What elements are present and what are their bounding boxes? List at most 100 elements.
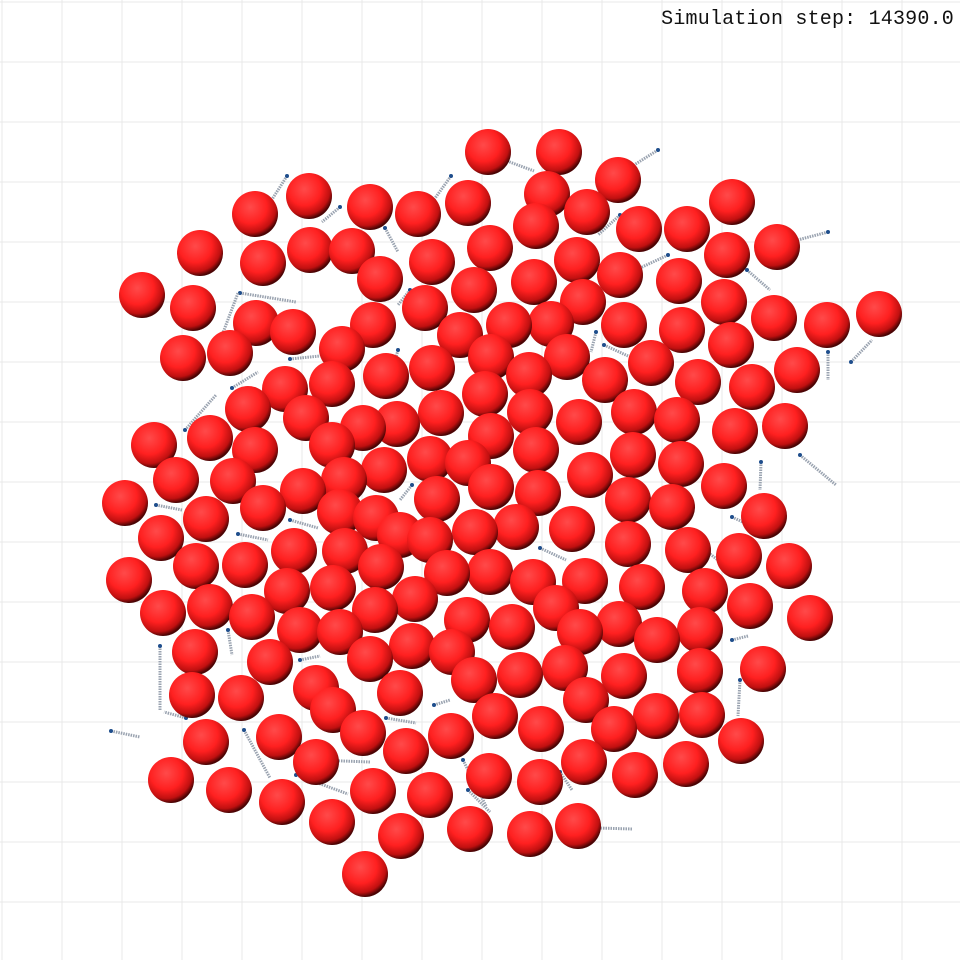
red-sphere xyxy=(751,295,797,341)
red-sphere xyxy=(467,549,513,595)
tether-chain xyxy=(269,175,289,202)
red-sphere xyxy=(173,543,219,589)
red-sphere xyxy=(601,653,647,699)
red-sphere xyxy=(378,813,424,859)
red-sphere xyxy=(497,652,543,698)
red-sphere xyxy=(229,594,275,640)
tether-chain xyxy=(736,679,742,717)
red-sphere xyxy=(402,285,448,331)
red-sphere xyxy=(493,504,539,550)
red-sphere xyxy=(256,714,302,760)
red-sphere xyxy=(766,543,812,589)
red-sphere xyxy=(183,496,229,542)
tether-chain xyxy=(231,370,259,390)
red-sphere xyxy=(675,359,721,405)
red-sphere xyxy=(462,371,508,417)
red-sphere xyxy=(611,389,657,435)
red-sphere xyxy=(762,403,808,449)
particle-layer xyxy=(102,129,902,897)
red-sphere xyxy=(206,767,252,813)
red-sphere xyxy=(407,436,453,482)
red-sphere xyxy=(240,240,286,286)
red-sphere xyxy=(513,427,559,473)
tether-anchor xyxy=(396,348,400,352)
tether-chain xyxy=(216,292,240,347)
red-sphere xyxy=(347,636,393,682)
tether-chain xyxy=(589,331,598,353)
red-sphere xyxy=(597,252,643,298)
tether-anchor xyxy=(288,518,292,522)
red-sphere xyxy=(447,806,493,852)
red-sphere xyxy=(183,719,229,765)
tether-anchor xyxy=(298,658,302,662)
tether-anchor xyxy=(226,628,230,632)
red-sphere xyxy=(665,527,711,573)
red-sphere xyxy=(518,706,564,752)
tether-anchor xyxy=(602,343,606,347)
red-sphere xyxy=(350,768,396,814)
red-sphere xyxy=(317,489,363,535)
tether-anchor xyxy=(798,453,802,457)
red-sphere xyxy=(663,741,709,787)
red-sphere xyxy=(395,191,441,237)
red-sphere xyxy=(701,463,747,509)
tether-anchor xyxy=(745,268,749,272)
tether-chain xyxy=(603,343,629,358)
red-sphere xyxy=(468,334,514,380)
red-sphere xyxy=(452,509,498,555)
red-sphere xyxy=(677,607,723,653)
tether-chain xyxy=(539,546,567,562)
red-sphere xyxy=(555,803,601,849)
tether-chain xyxy=(321,205,341,224)
red-sphere xyxy=(271,528,317,574)
red-sphere xyxy=(102,480,148,526)
red-sphere xyxy=(729,364,775,410)
tether-chain xyxy=(639,253,669,270)
red-sphere xyxy=(856,291,902,337)
red-sphere xyxy=(628,340,674,386)
tether-chain xyxy=(299,654,321,662)
tether-chain xyxy=(396,289,412,306)
red-sphere xyxy=(347,184,393,230)
red-sphere xyxy=(160,335,206,381)
tether-anchor xyxy=(242,728,246,732)
red-sphere xyxy=(153,457,199,503)
red-sphere xyxy=(619,564,665,610)
red-sphere xyxy=(465,129,511,175)
red-sphere xyxy=(414,476,460,522)
tether-chain xyxy=(163,710,187,720)
red-sphere xyxy=(556,399,602,445)
red-sphere xyxy=(563,677,609,723)
red-sphere xyxy=(277,607,323,653)
red-sphere xyxy=(658,441,704,487)
tether-anchor xyxy=(410,483,414,487)
red-sphere xyxy=(418,390,464,436)
red-sphere xyxy=(774,347,820,393)
red-sphere xyxy=(727,583,773,629)
red-sphere xyxy=(612,752,658,798)
tether-chain xyxy=(431,175,453,202)
red-sphere xyxy=(467,225,513,271)
red-sphere xyxy=(319,326,365,372)
tether-chain xyxy=(385,716,417,725)
red-sphere xyxy=(119,272,165,318)
red-sphere xyxy=(596,601,642,647)
tether-chain xyxy=(746,268,771,292)
tether-anchor xyxy=(285,174,289,178)
tether-anchor xyxy=(384,716,388,720)
red-sphere xyxy=(709,179,755,225)
red-sphere xyxy=(140,590,186,636)
red-sphere xyxy=(392,576,438,622)
red-sphere xyxy=(659,307,705,353)
red-sphere xyxy=(591,706,637,752)
tether-chain xyxy=(466,788,492,814)
red-sphere xyxy=(656,258,702,304)
tether-chain xyxy=(799,453,837,487)
red-sphere xyxy=(787,595,833,641)
red-sphere xyxy=(712,408,758,454)
tether-chain xyxy=(110,729,141,739)
red-sphere xyxy=(187,415,233,461)
red-sphere xyxy=(466,753,512,799)
tether-chain xyxy=(506,159,535,173)
